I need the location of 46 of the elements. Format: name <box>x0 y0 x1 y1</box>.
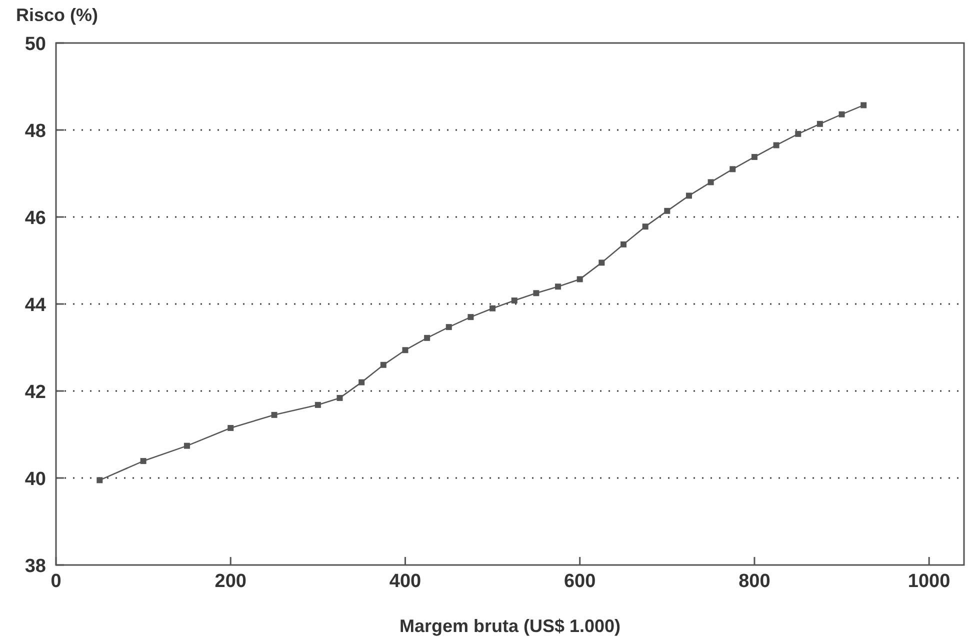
x-tick-label: 0 <box>50 571 62 592</box>
point <box>555 284 562 290</box>
point <box>468 314 474 320</box>
y-tick-label: 40 <box>24 469 46 490</box>
x-tick-label: 600 <box>564 571 596 592</box>
point <box>751 154 758 160</box>
point <box>446 324 452 330</box>
point <box>358 379 365 386</box>
x-axis-title: Margem bruta (US$ 1.000) <box>399 616 621 636</box>
point <box>816 120 823 127</box>
y-tick-label: 46 <box>24 208 46 229</box>
point <box>402 347 408 354</box>
point <box>228 424 234 431</box>
y-tick-label: 48 <box>24 121 46 142</box>
point <box>184 442 190 449</box>
point <box>708 179 714 186</box>
point <box>686 192 692 199</box>
point <box>773 142 780 148</box>
point <box>511 298 518 304</box>
point <box>576 276 583 282</box>
point <box>642 224 648 230</box>
x-tick-label: 1000 <box>908 571 950 592</box>
y-tick-label: 50 <box>24 34 46 55</box>
point <box>730 166 736 172</box>
point <box>838 111 845 118</box>
y-axis-title: Risco (%) <box>16 5 98 25</box>
point <box>96 477 103 484</box>
point <box>380 362 386 368</box>
point <box>664 208 670 214</box>
point <box>490 305 496 312</box>
x-tick-label: 800 <box>738 571 770 592</box>
x-tick-label: 200 <box>214 571 246 592</box>
point <box>314 402 321 408</box>
y-tick-label: 42 <box>24 382 46 403</box>
point <box>598 260 605 266</box>
point <box>336 394 343 401</box>
point <box>860 102 867 108</box>
y-tick-label: 38 <box>24 556 46 577</box>
x-tick-label: 400 <box>389 571 422 592</box>
point <box>795 130 802 137</box>
point <box>533 290 540 296</box>
point <box>271 412 278 418</box>
point <box>620 241 626 248</box>
y-tick-label: 44 <box>24 295 46 316</box>
point <box>140 458 146 464</box>
point <box>424 334 430 341</box>
